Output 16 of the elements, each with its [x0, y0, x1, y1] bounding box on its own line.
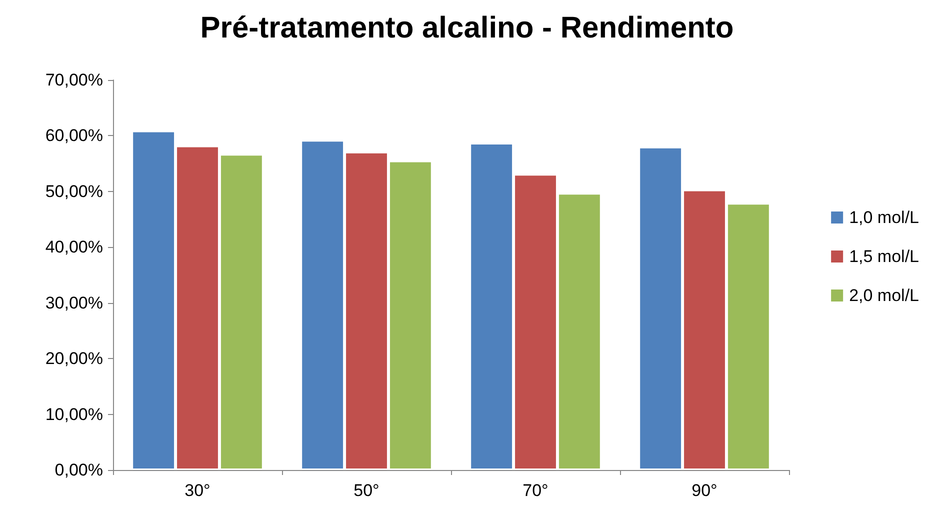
- legend-label: 2,0 mol/L: [849, 286, 920, 305]
- x-tick-label: 30°: [184, 481, 210, 500]
- y-tick-label: 50,00%: [45, 182, 103, 201]
- x-tick-label: 50°: [354, 481, 380, 500]
- y-tick-label: 40,00%: [45, 238, 103, 257]
- chart-title: Pré-tratamento alcalino - Rendimento: [200, 12, 734, 44]
- y-tick-label: 60,00%: [45, 126, 103, 146]
- y-tick-label: 0,00%: [54, 460, 103, 480]
- y-tick-label: 30,00%: [45, 293, 103, 312]
- y-tick-label: 10,00%: [45, 404, 103, 424]
- legend-label: 1,0 mol/L: [849, 208, 920, 227]
- x-tick-label: 90°: [692, 481, 718, 500]
- x-tick-label: 70°: [522, 481, 548, 500]
- legend-label: 1,5 mol/L: [849, 247, 920, 266]
- y-tick-label: 70,00%: [45, 70, 103, 90]
- y-tick-label: 20,00%: [45, 349, 103, 368]
